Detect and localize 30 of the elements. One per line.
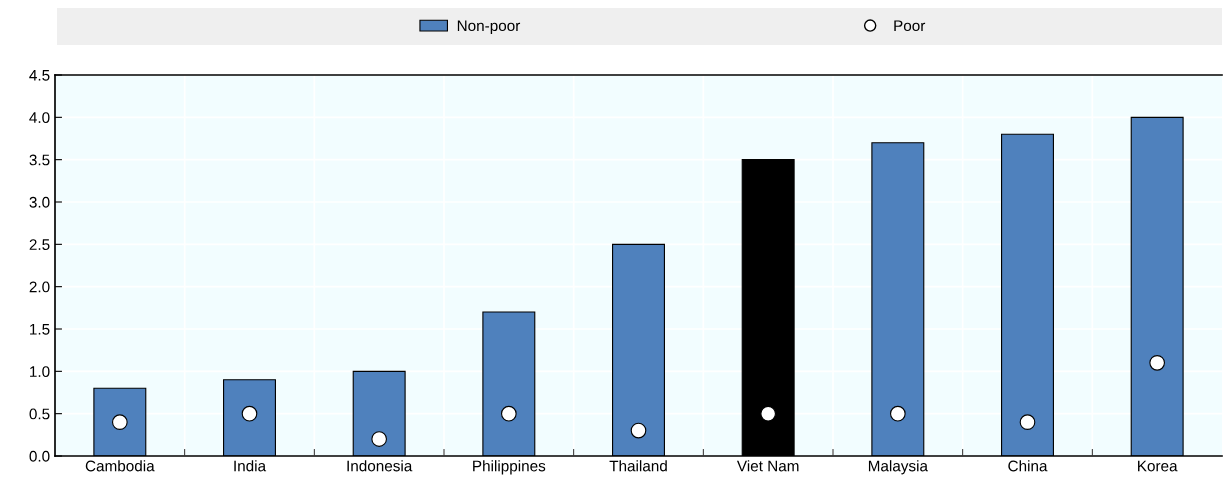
point bbox=[1019, 414, 1036, 430]
x-tick-label: Cambodia bbox=[85, 460, 155, 472]
x-tick-label: Philippines bbox=[473, 460, 546, 475]
x-tick-label: Thailand bbox=[609, 460, 667, 472]
y-tick-label: 0.5 bbox=[29, 408, 50, 420]
point bbox=[889, 405, 906, 422]
y-tick-label: 1.0 bbox=[30, 366, 50, 378]
point bbox=[111, 414, 128, 430]
y-tick-label: 4.0 bbox=[29, 112, 50, 124]
legend-label: Non-poor bbox=[457, 20, 521, 35]
y-tick-label: 2.5 bbox=[29, 239, 50, 251]
y-tick-label: 1.5 bbox=[30, 324, 50, 335]
point bbox=[371, 431, 388, 447]
y-tick-label: 2.0 bbox=[29, 281, 50, 293]
y-tick-label: 4.5 bbox=[29, 70, 50, 81]
point bbox=[1149, 355, 1166, 371]
y-tick-label: 0.0 bbox=[29, 450, 50, 462]
x-tick-label: India bbox=[234, 460, 267, 472]
y-tick-label: 3.5 bbox=[29, 154, 50, 166]
x-tick-label: Malaysia bbox=[868, 460, 928, 475]
x-tick-label: Viet Nam bbox=[736, 460, 799, 472]
x-tick-label: Korea bbox=[1138, 460, 1178, 472]
point bbox=[241, 405, 258, 422]
x-tick-label: Indonesia bbox=[347, 460, 413, 472]
x-tick-label: China bbox=[1008, 460, 1048, 472]
y-tick-label: 3.0 bbox=[29, 196, 50, 208]
point bbox=[760, 405, 777, 422]
point bbox=[500, 405, 517, 422]
legend-label: Poor bbox=[894, 20, 926, 32]
point bbox=[630, 422, 647, 439]
